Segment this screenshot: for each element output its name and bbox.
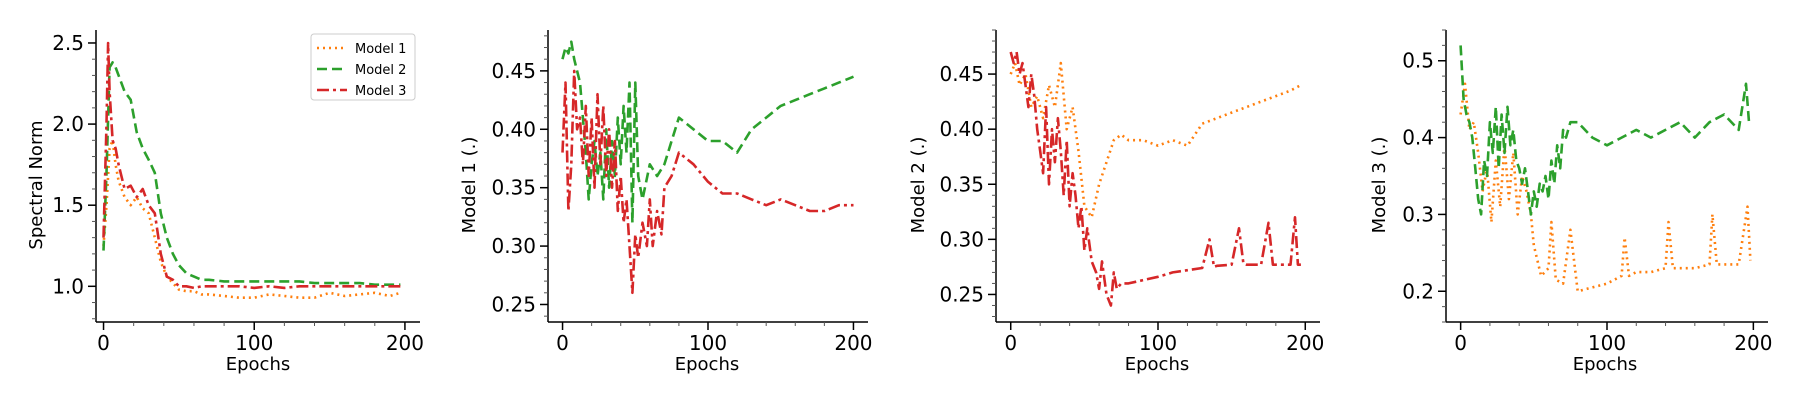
panel-3-series-model-1	[1009, 61, 1302, 219]
panel-3-y-tick-label: 0.25	[939, 282, 984, 306]
panel-1-series-model-2	[102, 61, 401, 286]
panel-1-y-tick-label: 2.5	[52, 31, 84, 55]
panel-3-x-tick-label: 100	[1139, 331, 1177, 355]
panel-1-x-axis-label: Epochs	[226, 354, 291, 375]
legend-frame	[310, 33, 416, 101]
chart-panel-2: Epochs Model 1 (.) 0.25 0.30 0.35 0.40 0.45 0…	[459, 30, 873, 375]
panel-1-x-tick-label: 200	[386, 331, 424, 355]
legend-label: Model 2	[355, 63, 406, 78]
panel-2-x-tick-label: 100	[689, 331, 727, 355]
panel-4-x-tick-label: 0	[1454, 331, 1467, 355]
panel-3-y-tick-label: 0.30	[939, 227, 984, 251]
panel-4-y-tick-label: 0.4	[1402, 126, 1434, 150]
panel-2-series-model-2	[561, 40, 854, 224]
panel-3-y-axis-label: Model 2 (.)	[908, 137, 929, 234]
panel-3-x-tick-label: 0	[1004, 331, 1017, 355]
panel-2-series-model-3	[561, 69, 854, 295]
panel-4-y-axis-label: Model 3 (.)	[1369, 137, 1390, 234]
panel-4-series-model-1	[1459, 82, 1752, 293]
panel-1-y-axis-label: Spectral Norm	[26, 120, 47, 249]
panel-3-x-tick-label: 200	[1286, 331, 1324, 355]
panel-1-y-tick-label: 2.0	[52, 112, 84, 136]
panel-3-y-tick-label: 0.40	[939, 117, 984, 141]
panel-4-series-model-2	[1459, 45, 1751, 216]
panel-4-x-tick-label: 200	[1734, 331, 1772, 355]
legend: Model 1 Model 2 Model 3	[310, 33, 416, 101]
panel-1-series-model-1	[102, 139, 401, 299]
panel-2-y-tick-label: 0.45	[491, 59, 536, 83]
legend-label: Model 1	[355, 42, 406, 57]
panel-2-x-axis-label: Epochs	[675, 354, 740, 375]
panel-2-x-tick-label: 200	[834, 331, 872, 355]
panel-3-y-tick-label: 0.35	[939, 172, 984, 196]
panel-2-y-tick-label: 0.30	[491, 234, 536, 258]
panel-4-y-tick-label: 0.3	[1402, 202, 1434, 226]
panel-3-series-model-3	[1009, 50, 1301, 307]
chart-panel-4: Epochs Model 3 (.) 0.2 0.3 0.4 0.5 0 100 200	[1369, 29, 1772, 375]
panel-1-x-tick-label: 100	[235, 331, 273, 355]
chart-panel-1: Epochs Spectral Norm 1.0 1.5 2.0 2.5 0 100 200…	[26, 30, 424, 375]
panel-1-x-tick-label: 0	[97, 331, 110, 355]
panel-4-x-tick-label: 100	[1588, 331, 1626, 355]
panel-1-y-tick-label: 1.5	[52, 193, 84, 217]
legend-label: Model 3	[355, 84, 406, 99]
panel-2-y-tick-label: 0.40	[491, 117, 536, 141]
panel-2-y-tick-label: 0.25	[491, 292, 536, 316]
panel-3-y-tick-label: 0.45	[939, 62, 984, 86]
panel-2-y-tick-label: 0.35	[491, 176, 536, 200]
panel-2-y-axis-label: Model 1 (.)	[459, 137, 480, 234]
panel-4-y-tick-label: 0.2	[1402, 279, 1434, 303]
panel-4-x-axis-label: Epochs	[1573, 354, 1638, 375]
panel-1-y-tick-label: 1.0	[52, 274, 84, 298]
panel-4-y-tick-label: 0.5	[1402, 49, 1434, 73]
panel-3-x-axis-label: Epochs	[1125, 354, 1190, 375]
chart-panel-3: Epochs Model 2 (.) 0.25 0.30 0.35 0.40 0.45 0…	[908, 29, 1324, 375]
panel-1-series-model-3	[102, 41, 401, 290]
panel-2-x-tick-label: 0	[556, 331, 569, 355]
